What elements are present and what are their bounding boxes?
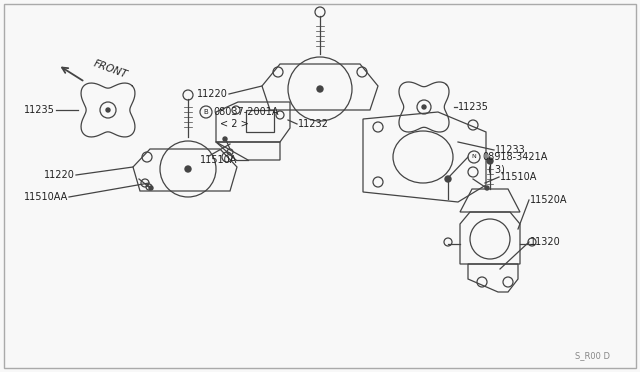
Text: < 2 >: < 2 > [220,119,249,129]
Circle shape [445,176,451,182]
Text: B: B [204,109,209,115]
Text: FRONT: FRONT [92,58,129,80]
Text: ( 3): ( 3) [488,164,505,174]
Bar [246,110,274,132]
Text: 11220: 11220 [44,170,75,180]
Circle shape [422,105,426,109]
Text: 11510AA: 11510AA [24,192,68,202]
Circle shape [487,158,493,164]
Text: 11220: 11220 [197,89,228,99]
Circle shape [106,108,110,112]
Text: 11233: 11233 [495,145,525,155]
Text: 11235: 11235 [458,102,489,112]
Text: 11510A: 11510A [200,155,237,165]
Circle shape [185,166,191,172]
Text: 08918-3421A: 08918-3421A [482,152,547,162]
Circle shape [317,86,323,92]
Text: 11520A: 11520A [530,195,568,205]
Text: N: N [472,154,476,160]
Text: S_R00 D: S_R00 D [575,351,610,360]
Text: 11510A: 11510A [500,172,538,182]
Text: 11235: 11235 [24,105,55,115]
Text: 11320: 11320 [530,237,561,247]
Text: 08037-2001A: 08037-2001A [213,107,278,117]
Circle shape [149,186,153,190]
Circle shape [223,137,227,141]
Text: 11232: 11232 [298,119,329,129]
Circle shape [485,186,489,190]
